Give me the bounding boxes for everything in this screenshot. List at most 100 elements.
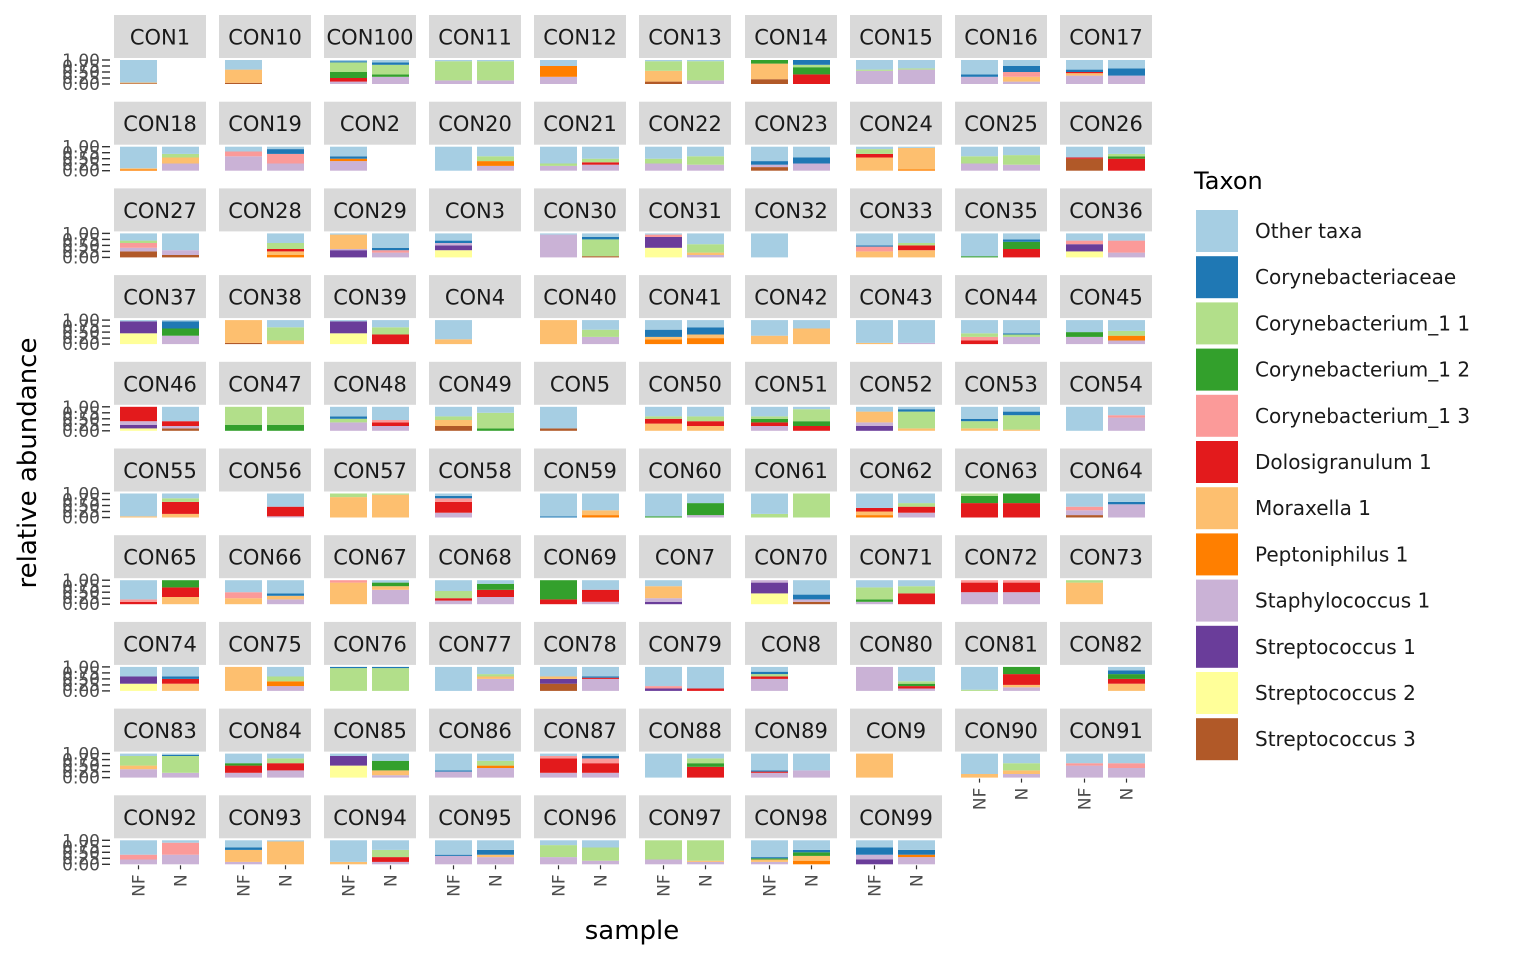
bar-segment xyxy=(120,493,157,517)
facet-strip xyxy=(639,795,731,839)
bar-segment xyxy=(856,859,893,865)
bar-segment xyxy=(330,668,367,691)
bar-segment xyxy=(793,580,830,595)
bar-segment xyxy=(1003,406,1040,412)
facet-panel: CON37 0.000.250.500.751.00 xyxy=(62,275,206,355)
bar-segment xyxy=(435,250,472,258)
y-tick-label: 0.25 xyxy=(62,763,100,783)
bar-segment xyxy=(645,416,682,419)
bar-segment xyxy=(120,247,157,252)
y-tick-label: 0.00 xyxy=(62,769,100,789)
bar-segment xyxy=(372,334,409,345)
bar-segment xyxy=(961,666,998,690)
bar-segment xyxy=(751,493,788,514)
bar-segment xyxy=(225,765,262,773)
facet-panel: CON14 xyxy=(745,15,837,84)
facet-panel: CON7 xyxy=(639,535,731,605)
bar-segment xyxy=(751,161,788,165)
bar-segment xyxy=(162,320,199,322)
facet-strip xyxy=(639,188,731,232)
bar-segment xyxy=(372,422,409,426)
y-tick-label: 0.50 xyxy=(62,236,100,256)
bar-segment xyxy=(687,860,724,862)
bar-segment xyxy=(687,244,724,253)
bar-segment xyxy=(330,756,367,766)
facet-panel: CON92 0.000.250.500.751.00 NF N xyxy=(62,795,206,897)
bar-segment xyxy=(1108,146,1145,154)
y-tick-label: 0.75 xyxy=(62,317,100,337)
bar-segment xyxy=(793,60,830,65)
facet-label: CON7 xyxy=(655,546,715,570)
legend-item: Streptococcus 3 xyxy=(1196,718,1416,761)
bar-segment xyxy=(1003,81,1040,84)
facet-panel: CON95 NF N xyxy=(429,795,521,897)
legend-item: Moraxella 1 xyxy=(1196,487,1371,530)
facet-strip xyxy=(534,361,626,405)
bar-segment xyxy=(435,840,472,855)
bar-segment xyxy=(1003,239,1040,242)
bar-segment xyxy=(687,233,724,245)
facet-strip xyxy=(955,448,1047,492)
facet-label: CON51 xyxy=(754,372,828,396)
bar-segment xyxy=(1108,674,1145,679)
bar-segment xyxy=(1066,763,1103,766)
bar-segment xyxy=(751,335,788,345)
bar-segment xyxy=(540,857,577,865)
facet-strip xyxy=(1060,275,1152,319)
bar-segment xyxy=(1066,320,1103,333)
facet-panel: CON5 xyxy=(534,361,626,431)
bar-segment xyxy=(645,339,682,345)
bar-segment xyxy=(330,840,367,862)
facet-panel: CON88 xyxy=(639,708,731,778)
facet-label: CON21 xyxy=(543,112,617,136)
bar-segment xyxy=(120,146,157,169)
legend-swatch xyxy=(1196,579,1238,622)
bar-segment xyxy=(372,62,409,65)
facet-strip xyxy=(1060,708,1152,752)
bar-segment xyxy=(1066,158,1103,171)
bar-segment xyxy=(751,674,788,677)
legend-item: Corynebacterium_1 1 xyxy=(1196,302,1470,345)
bar-segment xyxy=(540,60,577,66)
facet-label: CON55 xyxy=(123,459,197,483)
bar-segment xyxy=(856,493,893,508)
facet-panel: CON24 xyxy=(850,101,942,171)
bar-segment xyxy=(435,770,472,772)
y-tick-label: 1.00 xyxy=(62,658,100,678)
bar-segment xyxy=(372,857,409,862)
facet-strip xyxy=(745,535,837,579)
bar-segment xyxy=(961,592,998,605)
facet-strip xyxy=(534,795,626,839)
facet-label: CON72 xyxy=(964,546,1038,570)
facet-strip xyxy=(324,708,416,752)
facet-strip xyxy=(324,535,416,579)
facet-panel: CON28 xyxy=(219,188,311,258)
legend-label: Corynebacterium_1 1 xyxy=(1255,311,1470,335)
facet-panel: CON58 xyxy=(429,448,521,518)
bar-segment xyxy=(120,169,157,171)
facet-panel: CON23 xyxy=(745,101,837,171)
bar-segment xyxy=(645,146,682,159)
facet-panel: CON15 xyxy=(850,15,942,84)
bar-segment xyxy=(582,510,619,516)
bar-segment xyxy=(435,240,472,243)
facet-panel: CON63 xyxy=(955,448,1047,518)
facet-panel: CON40 xyxy=(534,275,626,345)
facet-strip xyxy=(745,188,837,232)
bar-segment xyxy=(582,515,619,518)
bar-segment xyxy=(1003,411,1040,416)
bar-segment xyxy=(1066,69,1103,72)
bar-segment xyxy=(330,158,367,162)
bar-segment xyxy=(645,61,682,71)
bar-segment xyxy=(477,61,514,81)
legend-swatch xyxy=(1196,487,1238,530)
bar-segment xyxy=(582,164,619,171)
facet-label: CON20 xyxy=(438,112,512,136)
facet-panel: CON85 xyxy=(324,708,416,778)
bar-segment xyxy=(267,255,304,258)
bar-segment xyxy=(751,593,788,605)
facet-label: CON89 xyxy=(754,719,828,743)
facet-strip xyxy=(534,188,626,232)
facet-strip xyxy=(324,188,416,232)
bar-segment xyxy=(120,83,157,84)
